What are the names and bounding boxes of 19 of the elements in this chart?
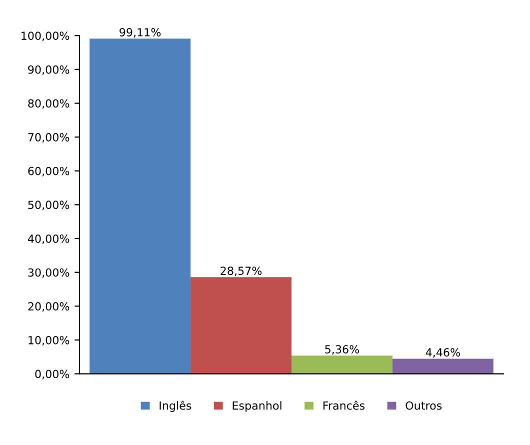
data-label: 5,36% [325, 345, 360, 355]
legend-label: Francês [323, 400, 365, 410]
y-tick-label: 80,00% [28, 99, 70, 109]
y-tick-label: 10,00% [28, 336, 70, 346]
y-tick-label: 20,00% [28, 302, 70, 312]
data-label: 99,11% [120, 28, 161, 38]
y-tick-label: 90,00% [28, 65, 70, 75]
data-label: 28,57% [220, 266, 262, 276]
y-tick-label: 30,00% [28, 268, 70, 278]
legend-label: Espanhol [232, 401, 282, 412]
legend-label: Inglês [160, 400, 192, 412]
y-tick-label: 60,00% [28, 166, 70, 176]
data-label: 4,46% [426, 348, 460, 358]
legend-label: Outros [406, 401, 442, 410]
y-tick-label: 70,00% [28, 133, 70, 143]
y-tick-label: 40,00% [28, 234, 70, 244]
y-tick-label: 0,00% [35, 370, 70, 380]
y-tick-label: 50,00% [28, 200, 70, 210]
y-tick-label: 100,00% [22, 32, 70, 42]
